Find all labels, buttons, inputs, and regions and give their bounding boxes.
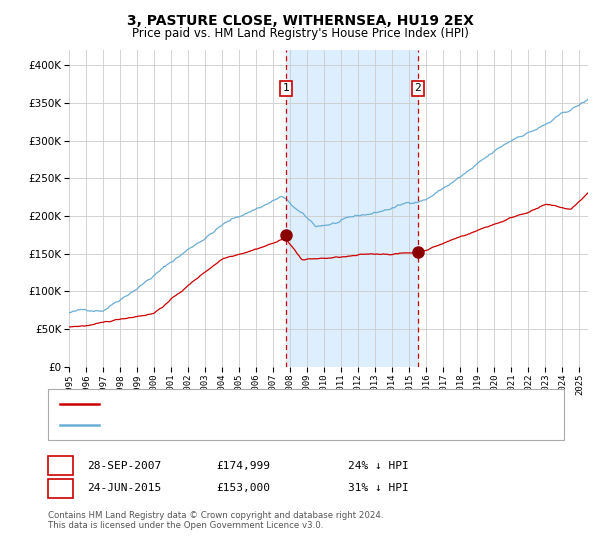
Text: 28-SEP-2007: 28-SEP-2007 [87, 461, 161, 471]
Text: 24% ↓ HPI: 24% ↓ HPI [348, 461, 409, 471]
Text: 24-JUN-2015: 24-JUN-2015 [87, 483, 161, 493]
Text: 3, PASTURE CLOSE, WITHERNSEA, HU19 2EX: 3, PASTURE CLOSE, WITHERNSEA, HU19 2EX [127, 14, 473, 28]
Text: £153,000: £153,000 [216, 483, 270, 493]
Text: 1: 1 [283, 83, 289, 94]
Text: 2: 2 [415, 83, 421, 94]
Text: 1: 1 [57, 461, 64, 471]
Text: Contains HM Land Registry data © Crown copyright and database right 2024.
This d: Contains HM Land Registry data © Crown c… [48, 511, 383, 530]
Text: 2: 2 [57, 483, 64, 493]
Text: £174,999: £174,999 [216, 461, 270, 471]
Text: Price paid vs. HM Land Registry's House Price Index (HPI): Price paid vs. HM Land Registry's House … [131, 27, 469, 40]
Bar [286, 50, 418, 367]
Text: 3, PASTURE CLOSE, WITHERNSEA, HU19 2EX (detached house): 3, PASTURE CLOSE, WITHERNSEA, HU19 2EX (… [105, 399, 449, 409]
Text: 31% ↓ HPI: 31% ↓ HPI [348, 483, 409, 493]
Text: HPI: Average price, detached house, East Riding of Yorkshire: HPI: Average price, detached house, East… [105, 421, 480, 431]
